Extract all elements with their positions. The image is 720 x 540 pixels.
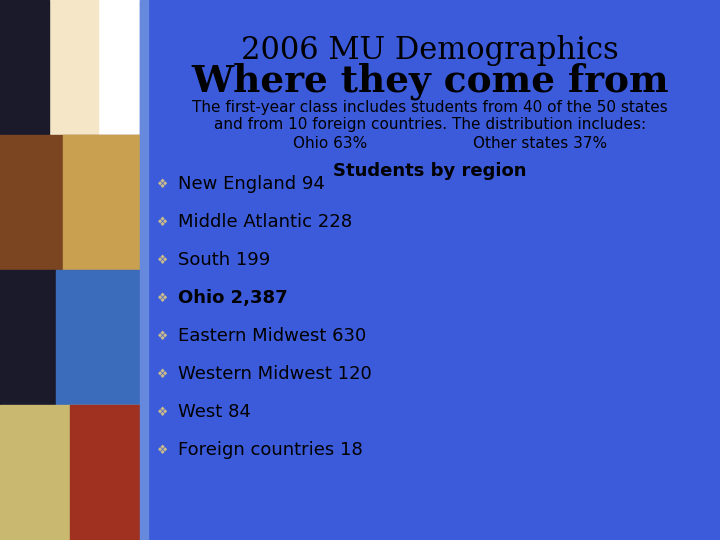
Text: Other states 37%: Other states 37%: [473, 136, 607, 151]
Text: Middle Atlantic 228: Middle Atlantic 228: [178, 213, 352, 231]
Bar: [140, 0, 148, 540]
Text: Ohio 63%: Ohio 63%: [293, 136, 367, 151]
Text: Foreign countries 18: Foreign countries 18: [178, 441, 363, 459]
Bar: [0, 270, 56, 405]
Text: Western Midwest 120: Western Midwest 120: [178, 365, 372, 383]
Text: Where they come from: Where they come from: [192, 62, 669, 99]
Text: ❖: ❖: [158, 368, 168, 381]
Text: New England 94: New England 94: [178, 175, 325, 193]
Text: ❖: ❖: [158, 292, 168, 305]
Bar: [71, 405, 140, 540]
Text: ❖: ❖: [158, 253, 168, 267]
Bar: [56, 270, 140, 405]
Text: ❖: ❖: [158, 329, 168, 342]
Text: ❖: ❖: [158, 215, 168, 228]
Text: Students by region: Students by region: [333, 162, 527, 180]
Text: ❖: ❖: [158, 443, 168, 456]
Text: The first-year class includes students from 40 of the 50 states: The first-year class includes students f…: [192, 100, 668, 115]
Text: West 84: West 84: [178, 403, 251, 421]
Text: Eastern Midwest 630: Eastern Midwest 630: [178, 327, 366, 345]
Bar: [63, 135, 140, 270]
Text: ❖: ❖: [158, 406, 168, 419]
Text: and from 10 foreign countries. The distribution includes:: and from 10 foreign countries. The distr…: [214, 117, 646, 132]
Bar: [140, 0, 720, 540]
Bar: [0, 0, 140, 540]
Bar: [0, 0, 49, 135]
Bar: [0, 135, 140, 270]
Text: 2006 MU Demographics: 2006 MU Demographics: [241, 35, 619, 66]
Text: South 199: South 199: [178, 251, 270, 269]
Text: Ohio 2,387: Ohio 2,387: [178, 289, 287, 307]
Bar: [0, 405, 140, 540]
Bar: [0, 0, 98, 135]
Text: ❖: ❖: [158, 178, 168, 191]
